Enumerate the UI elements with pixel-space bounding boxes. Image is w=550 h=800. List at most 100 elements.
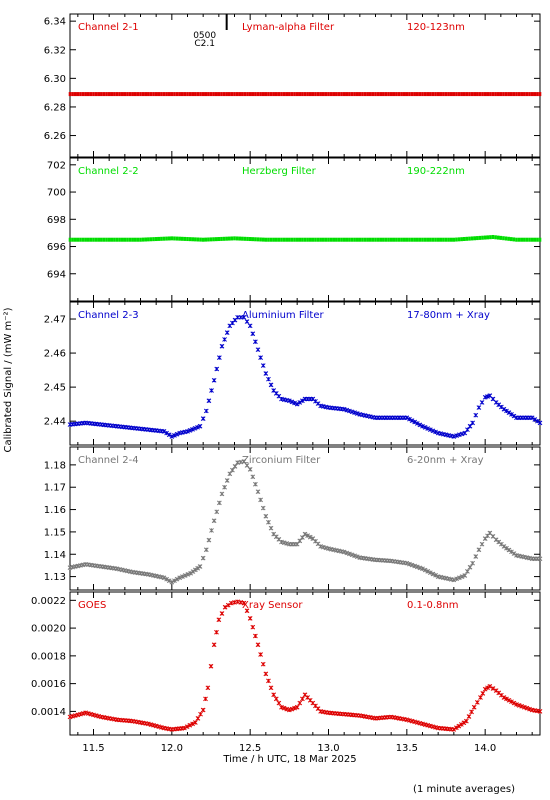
- data-point: [200, 416, 206, 421]
- y-tick-label: 1.17: [44, 483, 66, 494]
- data-point: [235, 236, 239, 241]
- data-point: [298, 237, 302, 242]
- series-name: Channel 2-3: [78, 310, 139, 321]
- data-point: [76, 237, 80, 242]
- data-point: [272, 92, 275, 97]
- data-point: [460, 92, 463, 97]
- data-point: [402, 92, 406, 97]
- data-point: [350, 92, 354, 97]
- data-point: [166, 578, 172, 584]
- averaging-note: (1 minute averages): [413, 784, 515, 795]
- data-point: [350, 237, 354, 242]
- data-point: [256, 92, 260, 97]
- data-point: [502, 236, 505, 241]
- data-point: [128, 237, 132, 242]
- data-point: [79, 92, 82, 97]
- data-point: [214, 629, 219, 635]
- data-point: [496, 92, 500, 97]
- data-point: [348, 92, 351, 97]
- data-point: [241, 600, 247, 606]
- data-point: [487, 684, 493, 689]
- data-point: [454, 433, 459, 438]
- series-name: Channel 2-2: [78, 166, 139, 177]
- data-point: [190, 721, 195, 727]
- data-point: [251, 92, 255, 97]
- data-point: [473, 236, 477, 241]
- data-point: [397, 92, 401, 97]
- panel-3: 2.44 2.45 2.46 2.47 Channel 2-3 Aluminium Fil…: [44, 301, 543, 446]
- data-point: [451, 727, 457, 732]
- data-point: [293, 237, 296, 242]
- data-point: [382, 237, 385, 242]
- data-point: [81, 237, 85, 242]
- data-point: [105, 92, 108, 97]
- data-point: [490, 686, 496, 691]
- band-label: 120-123nm: [407, 22, 465, 33]
- data-point: [294, 704, 300, 710]
- data-point: [478, 695, 483, 700]
- data-point: [306, 237, 309, 242]
- data-point: [277, 237, 281, 242]
- data-point: [102, 92, 106, 97]
- data-point: [253, 481, 258, 487]
- data-point: [348, 237, 351, 242]
- data-point: [209, 237, 213, 242]
- data-point: [311, 92, 315, 97]
- data-point: [345, 237, 349, 242]
- data-point: [141, 237, 145, 242]
- data-point: [126, 92, 129, 97]
- data-point: [355, 237, 359, 242]
- data-point: [247, 466, 253, 472]
- data-point: [298, 92, 302, 97]
- data-point: [118, 237, 121, 242]
- data-point: [200, 707, 206, 713]
- panel-5: 0.0014 0.0016 0.0018 0.0020 0.0022 GOES Xray S…: [31, 591, 543, 736]
- data-point: [251, 237, 255, 242]
- data-point: [368, 92, 372, 97]
- data-point: [274, 237, 278, 242]
- data-point: [241, 92, 244, 97]
- data-point: [415, 92, 419, 97]
- data-point: [462, 430, 468, 436]
- data-point: [219, 343, 225, 349]
- data-point: [324, 237, 328, 242]
- data-point: [89, 237, 93, 242]
- data-point: [465, 92, 469, 97]
- data-point: [264, 237, 268, 242]
- data-point: [422, 567, 428, 573]
- data-point: [504, 408, 509, 414]
- y-tick-label: 0.0016: [31, 679, 66, 690]
- data-point: [238, 92, 242, 97]
- data-point: [293, 92, 296, 97]
- data-point: [123, 92, 127, 97]
- data-point: [241, 314, 247, 320]
- data-point: [379, 237, 383, 242]
- data-point: [524, 705, 530, 711]
- data-point: [204, 92, 208, 97]
- data-point: [538, 237, 542, 242]
- data-point: [295, 237, 299, 242]
- data-point: [444, 237, 448, 242]
- data-point: [217, 500, 222, 506]
- data-point: [451, 434, 457, 439]
- data-point: [470, 236, 474, 241]
- data-point: [392, 92, 396, 97]
- data-point: [165, 236, 168, 241]
- data-point: [300, 535, 305, 540]
- data-point: [192, 720, 198, 725]
- data-point: [167, 92, 171, 97]
- data-point: [427, 427, 433, 433]
- x-tick-label: 13.0: [317, 743, 339, 754]
- data-point: [407, 561, 412, 567]
- data-point: [269, 237, 273, 242]
- data-point: [509, 92, 513, 97]
- data-point: [499, 235, 503, 240]
- data-point: [329, 92, 333, 97]
- y-tick-label: 2.47: [44, 315, 66, 326]
- data-point: [523, 237, 526, 242]
- data-point: [423, 237, 427, 242]
- data-point: [248, 237, 252, 242]
- data-point: [352, 410, 357, 416]
- data-point: [136, 92, 140, 97]
- y-tick-label: 1.18: [44, 460, 66, 471]
